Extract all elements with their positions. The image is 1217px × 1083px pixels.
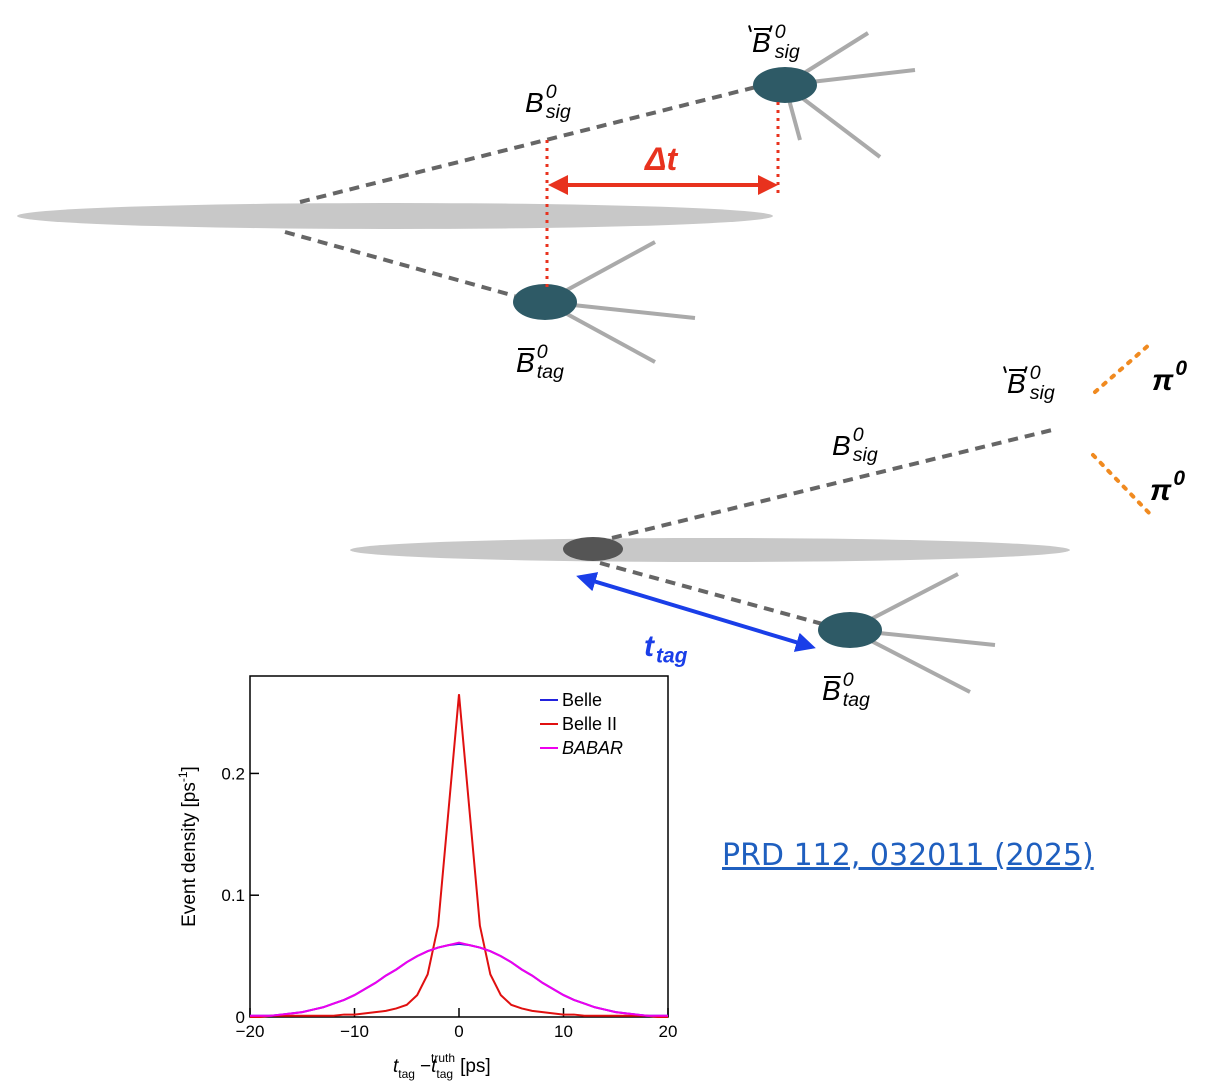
beam-spot (350, 538, 1070, 562)
legend-label: BABAR (562, 738, 623, 758)
reference-link[interactable]: PRD 112, 032011 (2025) (722, 838, 1094, 873)
x-axis-label-part: [ps] (460, 1056, 491, 1077)
series-line (250, 943, 668, 1016)
label-sup: 0 (1030, 362, 1041, 384)
b-tag-vertex (513, 284, 577, 320)
x-axis-label-part: tag (436, 1067, 453, 1081)
mix-mark (1004, 366, 1006, 372)
label-base: B (525, 87, 544, 118)
label-base: B (822, 675, 841, 706)
label-base: B (1007, 368, 1026, 399)
legend-label: Belle II (562, 714, 617, 734)
x-tick-label: 10 (554, 1022, 573, 1041)
y-tick-label: 0 (236, 1008, 245, 1027)
label-base: B (832, 430, 851, 461)
b-sig-vertex (753, 67, 817, 103)
label-sub: tag (843, 689, 870, 711)
label-sup: 0 (775, 21, 786, 43)
top-diagram (17, 33, 915, 362)
x-tick-label: 0 (454, 1022, 463, 1041)
b-tag-path (285, 232, 515, 296)
x-axis-label: ttag−ttagtruth[ps] (393, 1051, 491, 1081)
y-tick-label: 0.2 (221, 764, 245, 783)
label-sup: 0 (843, 669, 854, 691)
beam-spot (17, 203, 773, 229)
tracks (545, 33, 915, 362)
y-tick-label: 0.1 (221, 886, 245, 905)
y-axis-label: Event density [ps-1] (176, 766, 200, 927)
x-axis-label-part: − (420, 1056, 431, 1077)
x-tick-label: 20 (659, 1022, 678, 1041)
legend-label: Belle (562, 690, 602, 710)
diagram: B0sigB0sigB0tagΔtB0sigB0sigB0tagπ0π0ttag… (0, 0, 1217, 1083)
label-base: t (644, 630, 656, 663)
label-sup: 0 (546, 81, 557, 103)
label-base: B (752, 27, 771, 58)
pi0-track (1093, 455, 1152, 516)
label-base: π (1150, 474, 1172, 507)
label-base: B (516, 347, 535, 378)
label-sup: 0 (537, 341, 548, 363)
label-sup: 0 (853, 424, 864, 446)
y-axis-label-part: Event density [ps (179, 782, 200, 927)
y-axis-label-part: ] (179, 766, 200, 771)
label-sup: 0 (1173, 467, 1185, 490)
x-tick-label: −10 (340, 1022, 369, 1041)
mix-mark (749, 25, 751, 31)
label-sup: 0 (1175, 357, 1187, 380)
label-sub: tag (537, 361, 564, 383)
b-tag-vertex (818, 612, 882, 648)
delta-t-label: Δt (644, 141, 678, 177)
t-tag-arrow (580, 577, 812, 647)
label-sub: sig (1030, 382, 1055, 404)
label-sub: sig (853, 444, 878, 466)
pi0-track (1095, 344, 1150, 392)
y-axis-label-part: -1 (176, 771, 190, 782)
label-sub: sig (546, 101, 571, 123)
x-axis-label-part: truth (431, 1051, 455, 1065)
x-axis-label-part: tag (398, 1067, 415, 1081)
label-sub: tag (656, 645, 688, 668)
series-line (250, 944, 668, 1016)
label-base: π (1152, 364, 1174, 397)
production-vertex (563, 537, 623, 561)
label-sub: sig (775, 41, 800, 63)
page: {"diagram_top":{"b_sig":{"base":"B","sup… (0, 0, 1217, 1083)
